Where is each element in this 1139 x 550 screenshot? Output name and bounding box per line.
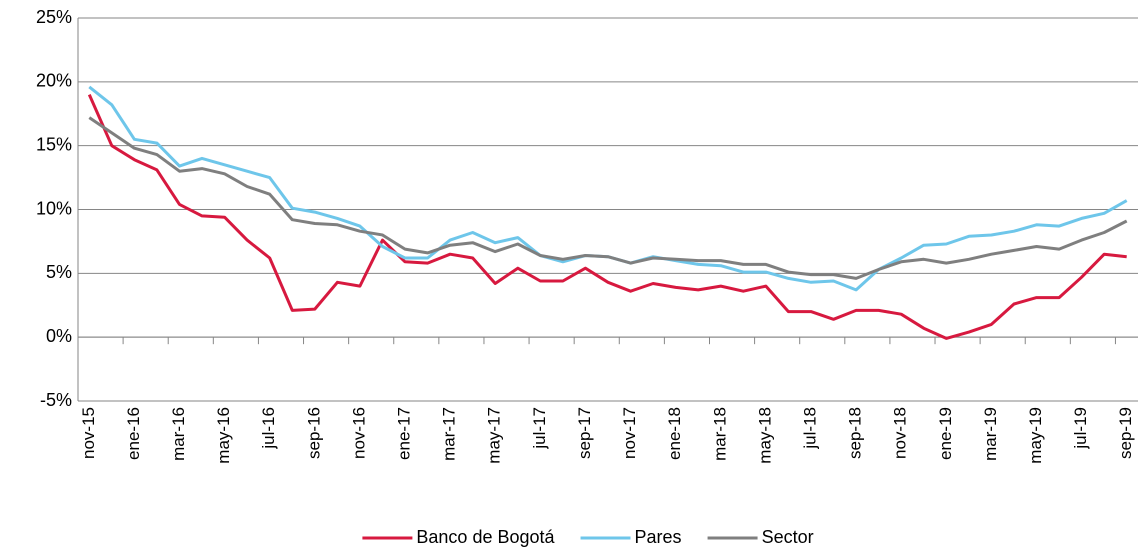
series-line bbox=[88, 116, 1128, 280]
x-tick-label: ene-16 bbox=[124, 407, 143, 460]
y-tick-label: 20% bbox=[36, 71, 72, 91]
x-tick-label: jul-16 bbox=[259, 407, 278, 450]
x-tick-label: nov-15 bbox=[79, 407, 98, 459]
legend-item: Pares bbox=[580, 527, 682, 547]
x-tick-label: nov-18 bbox=[891, 407, 910, 459]
x-tick-label: may-16 bbox=[214, 407, 233, 464]
x-tick-label: mar-19 bbox=[981, 407, 1000, 461]
legend-label: Sector bbox=[762, 527, 814, 547]
x-tick-label: mar-16 bbox=[169, 407, 188, 461]
y-tick-label: 25% bbox=[36, 7, 72, 27]
y-tick-label: 5% bbox=[46, 262, 72, 282]
series-line bbox=[87, 93, 1127, 340]
legend-item: Sector bbox=[707, 527, 814, 547]
y-tick-label: 10% bbox=[36, 198, 72, 218]
x-tick-label: sep-17 bbox=[575, 407, 594, 459]
x-tick-label: nov-17 bbox=[620, 407, 639, 459]
x-tick-label: sep-19 bbox=[1116, 407, 1135, 459]
x-tick-label: ene-18 bbox=[665, 407, 684, 460]
legend-label: Banco de Bogotá bbox=[416, 527, 555, 547]
y-tick-label: 0% bbox=[46, 326, 72, 346]
x-tick-label: sep-16 bbox=[304, 407, 323, 459]
x-tick-label: ene-19 bbox=[936, 407, 955, 460]
x-tick-label: may-19 bbox=[1026, 407, 1045, 464]
legend-item: Banco de Bogotá bbox=[362, 527, 556, 547]
x-tick-label: mar-18 bbox=[710, 407, 729, 461]
x-tick-label: nov-16 bbox=[349, 407, 368, 459]
x-tick-label: sep-18 bbox=[846, 407, 865, 459]
y-tick-label: 15% bbox=[36, 134, 72, 154]
x-tick-label: may-17 bbox=[485, 407, 504, 464]
legend-label: Pares bbox=[635, 527, 682, 547]
y-tick-label: -5% bbox=[40, 390, 72, 410]
x-tick-label: ene-17 bbox=[395, 407, 414, 460]
x-tick-label: may-18 bbox=[755, 407, 774, 464]
x-tick-label: mar-17 bbox=[440, 407, 459, 461]
x-tick-label: jul-18 bbox=[800, 407, 819, 450]
x-tick-label: jul-17 bbox=[530, 407, 549, 450]
x-tick-label: jul-19 bbox=[1071, 407, 1090, 450]
legend: Banco de Bogotá Pares Sector bbox=[362, 527, 814, 547]
